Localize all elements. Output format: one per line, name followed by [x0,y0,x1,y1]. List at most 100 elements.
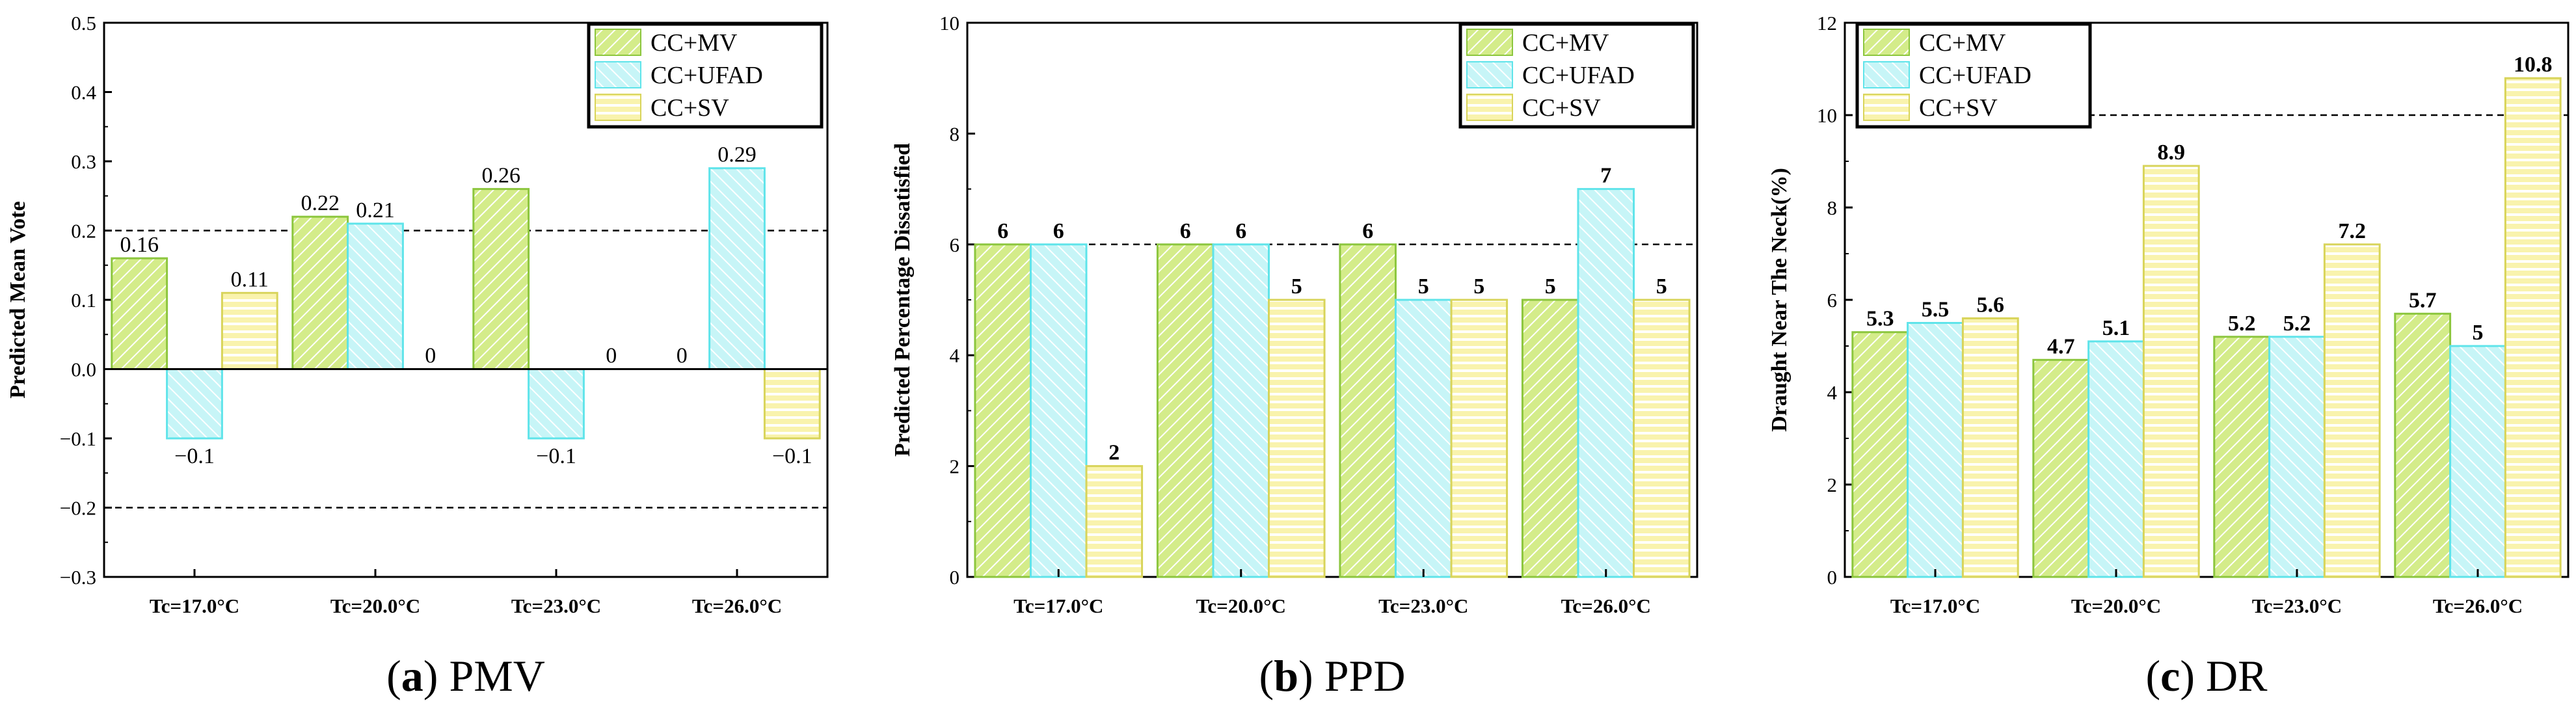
bar-sv [2142,165,2200,578]
y-tick-label: 10 [939,12,959,34]
y-tick-label: 4 [1827,381,1838,404]
bar-ufad [347,222,404,370]
y-tick-label: 10 [1817,104,1837,127]
y-axis-label: Predicted Percentage Dissatisfied [891,143,915,457]
legend-label-sv: CC+SV [1919,94,1998,122]
y-tick-label: 8 [1827,196,1838,219]
data-label: −0.1 [536,444,576,468]
legend-swatch-mv [1863,29,1910,56]
legend-label-ufad: CC+UFAD [1919,62,2032,89]
bar-ufad [1394,299,1453,578]
data-label: 0 [425,344,436,368]
data-label: 5 [1418,274,1429,299]
data-label: 6 [1053,219,1064,243]
legend-label-mv: CC+MV [1919,29,2006,57]
y-tick-label: 0 [950,566,960,589]
bar-sv [763,368,821,440]
caption-letter: a [401,651,423,700]
bar-mv [111,257,168,370]
data-label: 0.26 [481,164,520,188]
data-label: 0.29 [718,143,757,167]
bar-ufad [2449,345,2506,578]
caption-text: DR [2206,651,2268,700]
y-tick-label: 6 [1827,289,1838,312]
y-tick-label: 8 [950,122,960,145]
x-tick-label: Tc=23.0°C [511,594,601,617]
legend-label-sv: CC+SV [651,94,729,122]
bar-mv [1339,243,1397,578]
bar-mv [1156,243,1214,578]
y-tick-label: 6 [950,233,960,256]
chart-panel-ppd: 0 2 4 6 8 10 6 6 2 Tc=17.0°C 6 6 5 Tc=20.0°C 6 5 5 Tc=23.… [891,12,1698,700]
x-tick-label: Tc=26.0°C [692,594,782,617]
bar-ufad [1577,188,1635,578]
caption-text: PPD [1324,651,1406,700]
x-tick-label: Tc=23.0°C [2252,594,2342,617]
data-label: −0.1 [174,444,215,468]
caption-text: PMV [449,651,544,700]
bar-ufad [2087,340,2145,578]
bar-sv [1085,465,1144,578]
bar-sv [1268,299,1326,578]
legend: CC+MV CC+UFAD CC+SV [587,22,824,129]
y-tick-label: 0.0 [71,358,96,381]
x-tick-label: Tc=17.0°C [1013,594,1103,617]
bar-sv [2504,77,2562,578]
legend-swatch-ufad [595,61,641,88]
legend-label-mv: CC+MV [651,29,738,57]
bar-mv [2394,312,2452,578]
legend-swatch-mv [1466,29,1513,56]
bar-ufad [1212,243,1270,578]
x-tick-label: Tc=17.0°C [1890,594,1980,617]
y-tick-label: 0.5 [71,12,96,34]
bar-sv [2323,243,2381,578]
bar-mv [2032,358,2090,578]
y-tick-label: 0.1 [71,289,96,312]
data-label: 5.6 [1977,293,2005,317]
caption-letter: b [1274,651,1298,700]
x-tick-label: Tc=23.0°C [1378,594,1468,617]
data-label: 4.7 [2047,334,2075,358]
x-tick-label: Tc=20.0°C [2071,594,2161,617]
x-tick-label: Tc=20.0°C [1196,594,1286,617]
bar-mv [1521,299,1579,578]
data-label: 6 [1362,219,1373,243]
data-label: 0 [677,344,688,368]
panel-caption: (b) PPD [1259,651,1406,700]
bar-ufad [708,167,766,370]
legend-label-mv: CC+MV [1522,29,1609,57]
y-tick-label: 0.4 [71,81,96,104]
x-tick-label: Tc=20.0°C [330,594,420,617]
y-axis-label: Draught Near The Neck(%) [1767,168,1791,432]
data-label: 5 [1291,274,1302,299]
data-label: 5.3 [1866,307,1894,331]
bar-mv [1851,331,1909,578]
legend-swatch-mv [595,29,641,56]
bar-sv [221,291,278,371]
data-label: 5.1 [2102,316,2130,340]
data-label: 5 [1545,274,1556,299]
x-tick-label: Tc=26.0°C [1561,594,1651,617]
data-label: 7 [1600,164,1611,188]
y-tick-label: 12 [1817,12,1837,34]
y-tick-label: 4 [950,344,960,367]
data-label: 10.8 [2514,53,2553,77]
y-tick-label: −0.2 [60,497,96,520]
data-label: 7.2 [2339,219,2367,243]
data-label: 8.9 [2158,140,2186,165]
legend-label-ufad: CC+UFAD [1522,62,1635,89]
y-tick-label: −0.3 [60,566,96,589]
bar-sv [1450,299,1509,578]
data-label: 6 [1235,219,1246,243]
panel-caption: (a) PMV [386,651,545,700]
bar-ufad [2268,336,2326,578]
legend: CC+MV CC+UFAD CC+SV [1458,22,1695,129]
data-label: 0 [606,344,617,368]
bar-mv [2213,336,2271,578]
y-tick-label: 0 [1827,566,1838,589]
bar-sv [1633,299,1691,578]
bar-ufad [1029,243,1088,578]
bar-mv [291,215,349,371]
data-label: 5.2 [2228,312,2256,336]
